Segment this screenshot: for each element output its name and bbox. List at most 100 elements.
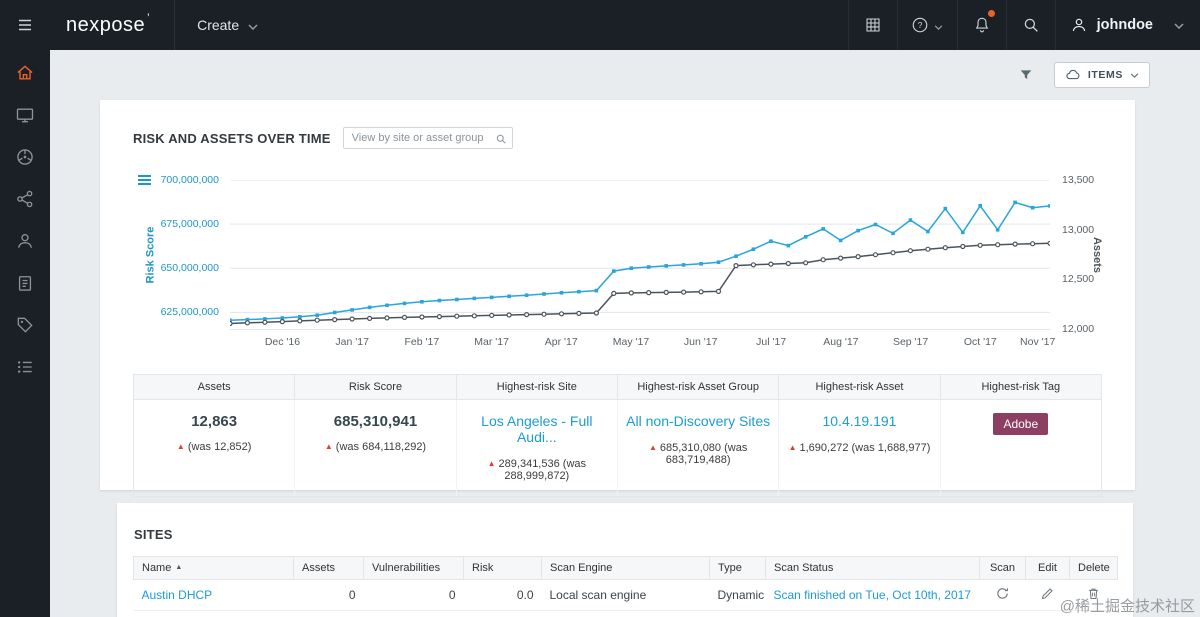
up-triangle-icon: ▲ <box>324 442 333 451</box>
list-icon <box>15 357 35 377</box>
page-body: ITEMS RISK AND ASSETS OVER TIME Risk Sco… <box>0 50 1200 617</box>
sidebar-item-home[interactable] <box>0 52 50 94</box>
sites-table: Name ▲ Assets Vulnerabilities Risk Scan Engin… <box>133 556 1118 617</box>
up-triangle-icon: ▲ <box>176 442 185 451</box>
summary-value[interactable]: All non-Discovery Sites <box>626 413 771 429</box>
summary-table: Assets Risk Score Highest-risk Site Highest… <box>133 374 1102 497</box>
site-type: Dynamic <box>709 610 766 617</box>
sidebar-item-users[interactable] <box>0 220 50 262</box>
cloud-icon <box>1065 67 1081 83</box>
up-triangle-icon: ▲ <box>788 443 797 452</box>
site-risk-value: 0.0 <box>463 610 542 617</box>
axis-tick-label: 13,000 <box>1062 223 1095 236</box>
create-button[interactable]: Create <box>175 0 280 50</box>
nodes-icon <box>15 189 35 209</box>
filter-funnel-icon <box>1018 67 1034 83</box>
sites-column-header-scan[interactable]: Scan <box>979 556 1026 580</box>
sidebar-item-reports[interactable] <box>0 262 50 304</box>
sites-column-header-assets[interactable]: Assets <box>293 556 364 580</box>
site-assets-value: 0 <box>293 579 364 611</box>
create-button-label: Create <box>197 17 240 33</box>
site-assets-value: 2 <box>293 610 364 617</box>
summary-cell: Adobe <box>941 400 1101 496</box>
clipboard-icon <box>15 273 35 293</box>
tag-icon <box>15 315 35 335</box>
filter-button[interactable] <box>1018 67 1034 83</box>
top-navigation-bar: nexpose’ Create ? johndoe <box>0 0 1200 50</box>
chart-menu-icon[interactable] <box>138 175 151 187</box>
summary-column-header: Assets <box>134 375 296 399</box>
sidebar-item-tags[interactable] <box>0 304 50 346</box>
help-button[interactable]: ? <box>896 0 957 50</box>
scan-circular-arrow-icon <box>995 586 1010 601</box>
notifications-button[interactable] <box>956 0 1006 50</box>
person-icon <box>15 231 35 251</box>
pencil-icon <box>1040 586 1055 601</box>
search-button[interactable] <box>1005 0 1055 50</box>
sidebar-item-administration[interactable] <box>0 346 50 388</box>
bell-icon <box>973 16 991 34</box>
summary-cell: 12,863 ▲ (was 12,852) <box>134 400 296 496</box>
summary-delta: ▲ 685,310,080 (was 683,719,488) <box>648 442 748 466</box>
sites-column-header-scan-status[interactable]: Scan Status <box>765 556 980 580</box>
summary-column-header: Highest-risk Asset Group <box>618 375 780 399</box>
axis-tick-label: Oct '17 <box>963 336 997 348</box>
site-table-row: Austin DHCP 0 0 0.0 Local scan engine Dy… <box>133 579 1118 611</box>
scan-status-link[interactable]: Scan finished on Tue, Oct 10th, 2017 <box>773 588 971 602</box>
chart-card-header: RISK AND ASSETS OVER TIME <box>133 126 1102 150</box>
sidebar-item-vulnerabilities[interactable] <box>0 136 50 178</box>
sites-column-header-vulnerabilities[interactable]: Vulnerabilities <box>363 556 464 580</box>
axis-tick-label: Jan '17 <box>335 336 369 348</box>
axis-tick-label: Nov '17 <box>1020 336 1056 348</box>
trash-icon <box>1086 586 1101 601</box>
summary-cell: 685,310,941 ▲ (was 684,118,292) <box>295 400 457 496</box>
user-icon <box>1070 16 1088 34</box>
axis-tick-label: 625,000,000 <box>160 306 219 319</box>
right-axis-title: Assets <box>1091 236 1104 274</box>
summary-value: 685,310,941 <box>333 413 418 430</box>
sites-table-header-row: Name ▲ Assets Vulnerabilities Risk Scan Engin… <box>133 556 1118 580</box>
risk-assets-card: RISK AND ASSETS OVER TIME Risk Score 625… <box>100 100 1135 497</box>
sites-column-header-name[interactable]: Name ▲ <box>133 556 294 580</box>
items-button-label: ITEMS <box>1087 69 1123 81</box>
chart-title: RISK AND ASSETS OVER TIME <box>133 130 331 146</box>
logo-text: nexpose <box>66 13 146 36</box>
items-dropdown-button[interactable]: ITEMS <box>1053 62 1150 88</box>
site-name-link[interactable]: Austin DHCP <box>141 588 213 602</box>
summary-value[interactable]: Los Angeles - Full Audi... <box>481 413 593 445</box>
delete-button[interactable] <box>1086 586 1101 601</box>
summary-value[interactable]: 10.4.19.191 <box>822 413 897 429</box>
axis-tick-label: 12,000 <box>1062 323 1095 335</box>
user-menu-button[interactable]: johndoe <box>1054 0 1200 50</box>
scan-button[interactable] <box>995 586 1010 601</box>
main-content: ITEMS RISK AND ASSETS OVER TIME Risk Sco… <box>50 50 1200 617</box>
hamburger-menu-icon <box>16 16 34 34</box>
sites-column-header-delete[interactable]: Delete <box>1069 556 1118 580</box>
sites-column-header-edit[interactable]: Edit <box>1025 556 1070 580</box>
summary-value[interactable]: Adobe <box>993 413 1049 435</box>
divider <box>174 0 176 50</box>
sites-column-header-type[interactable]: Type <box>709 556 766 580</box>
axis-tick-label: Jul '17 <box>756 336 787 348</box>
sites-column-header-risk[interactable]: Risk <box>463 556 542 580</box>
up-triangle-icon: ▲ <box>648 443 657 452</box>
axis-tick-label: Dec '16 <box>264 336 301 348</box>
axis-tick-label: 12,500 <box>1062 273 1095 286</box>
sidebar-item-policies[interactable] <box>0 178 50 220</box>
left-axis-tick-labels: 625,000,000 650,000,000 675,000,000 700,000… <box>133 174 219 330</box>
axis-tick-label: May '17 <box>612 336 650 348</box>
sidebar-item-assets[interactable] <box>0 94 50 136</box>
chart-search <box>342 127 513 149</box>
summary-cell: Los Angeles - Full Audi... ▲ 289,341,536 (… <box>457 400 618 496</box>
axis-tick-label: Feb '17 <box>404 336 440 348</box>
sites-column-header-scan-engine[interactable]: Scan Engine <box>541 556 710 580</box>
axis-tick-label: Sep '17 <box>892 336 929 348</box>
site-filter-input[interactable] <box>342 127 513 149</box>
apps-grid-button[interactable] <box>847 0 897 50</box>
sites-title: SITES <box>134 527 173 542</box>
help-icon: ? <box>911 16 929 34</box>
hamburger-menu-button[interactable] <box>0 0 50 50</box>
chevron-down-icon <box>248 17 258 33</box>
edit-button[interactable] <box>1040 586 1055 601</box>
svg-text:?: ? <box>918 21 923 30</box>
